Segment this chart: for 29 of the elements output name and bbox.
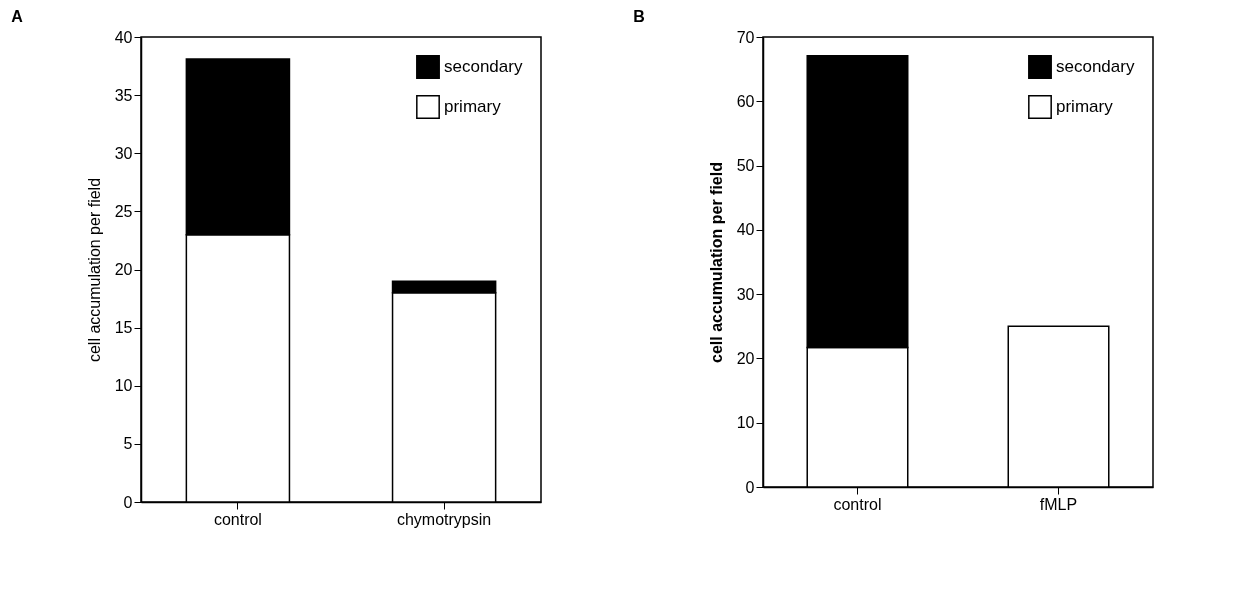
- y-tick-label: 50: [736, 157, 755, 175]
- y-tick-label: 30: [114, 144, 133, 162]
- y-tick-label: 0: [123, 493, 133, 511]
- x-tick-label: chymotrypsin: [396, 510, 492, 528]
- y-tick-label: 20: [114, 261, 133, 278]
- y-tick-label: 10: [736, 414, 755, 432]
- y-tick-label: 5: [123, 435, 133, 453]
- y-tick-label: 35: [114, 86, 133, 104]
- chart-title: A: [11, 8, 24, 25]
- y-tick-label: 0: [745, 478, 755, 496]
- y-tick-label: 25: [114, 202, 133, 220]
- y-tick-label: 40: [736, 221, 755, 239]
- y-tick-label: 15: [114, 319, 133, 337]
- x-tick-label: control: [213, 510, 262, 528]
- legend-label: primary: [444, 97, 502, 116]
- legend-label: secondary: [1056, 57, 1135, 76]
- x-tick-label: fMLP: [1039, 495, 1078, 513]
- chart-title: B: [633, 8, 645, 25]
- y-tick-label: 60: [736, 92, 755, 110]
- y-tick-label: 30: [736, 285, 755, 303]
- legend-label: primary: [1056, 97, 1114, 116]
- y-tick-label: 70: [736, 28, 755, 46]
- y-tick-label: 40: [114, 28, 133, 46]
- y-tick-label: 20: [736, 349, 755, 367]
- y-axis-title: cell accumulation per field: [707, 162, 725, 363]
- legend-label: secondary: [444, 57, 523, 76]
- x-tick-label: control: [833, 495, 882, 513]
- y-tick-label: 10: [114, 377, 133, 395]
- y-axis-title: cell accumulation per field: [85, 177, 103, 363]
